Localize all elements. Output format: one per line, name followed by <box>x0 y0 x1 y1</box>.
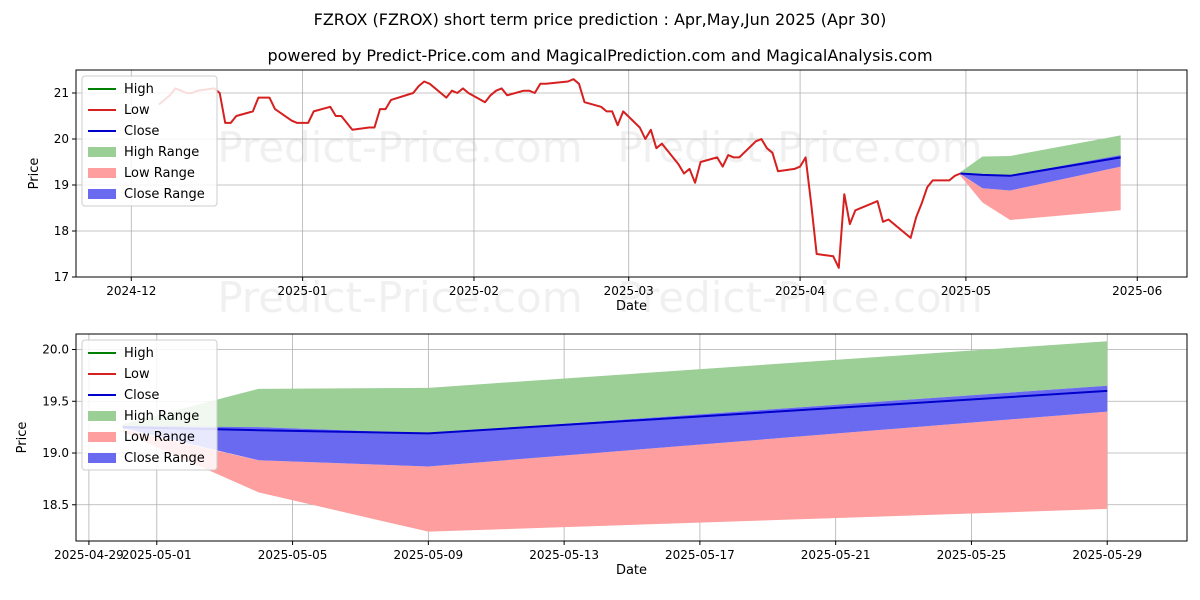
x-tick-label: 2025-04 <box>775 284 825 298</box>
y-tick-label: 20 <box>54 132 69 146</box>
legend-label-high-range: High Range <box>124 409 199 424</box>
legend-swatch-low-range <box>88 432 116 442</box>
chart-panel-2: Predict-Price.comPredict-Price.com2025-0… <box>15 333 1188 578</box>
legend-swatch-close-range <box>88 189 116 199</box>
legend-label-low-range: Low Range <box>124 166 195 181</box>
x-tick-label: 2025-05-13 <box>529 548 599 562</box>
x-tick-label: 2025-05-09 <box>393 548 463 562</box>
x-tick-label: 2025-05-25 <box>937 548 1007 562</box>
y-tick-label: 19.5 <box>42 394 69 408</box>
legend-label-close: Close <box>124 388 159 403</box>
x-tick-label: 2025-05 <box>941 284 991 298</box>
legend: High Low Close High Range Low Range Close Ran… <box>81 339 218 471</box>
high-range-band <box>122 341 1108 434</box>
x-tick-label: 2025-05-17 <box>665 548 735 562</box>
x-tick-label: 2025-05-01 <box>122 548 192 562</box>
x-tick-label: 2025-06 <box>1112 284 1162 298</box>
x-tick-label: 2025-05-05 <box>258 548 328 562</box>
y-tick-label: 18 <box>54 224 69 238</box>
y-axis-label: Price <box>27 158 42 190</box>
x-axis-label: Date <box>616 563 647 578</box>
legend-label-high: High <box>124 82 154 97</box>
axes-frame <box>75 69 1188 278</box>
x-tick-label: 2025-05-21 <box>801 548 871 562</box>
plot-area <box>158 78 1121 269</box>
legend-label-low: Low <box>124 367 150 382</box>
legend-swatch-low-range <box>88 168 116 178</box>
watermark-text: Predict-Price.com <box>617 273 982 322</box>
legend-label-low-range: Low Range <box>124 430 195 445</box>
x-tick-label: 2025-04-29 <box>54 548 124 562</box>
legend: High Low Close High Range Low Range Close Ran… <box>81 75 218 207</box>
low-range-band <box>122 411 1108 532</box>
chart-subtitle: powered by Predict-Price.com and Magical… <box>267 46 933 65</box>
y-tick-label: 21 <box>54 86 69 100</box>
legend-label-low: Low <box>124 103 150 118</box>
low-series-line <box>158 78 961 269</box>
x-tick-label: 2025-01 <box>278 284 328 298</box>
high-range-band <box>960 135 1121 176</box>
low-range-band <box>960 166 1121 220</box>
legend-label-close: Close <box>124 124 159 139</box>
y-tick-label: 17 <box>54 270 69 284</box>
legend-label-close-range: Close Range <box>124 187 205 202</box>
x-tick-label: 2024-12 <box>106 284 156 298</box>
close-series-line <box>960 156 1121 177</box>
legend-label-high: High <box>124 346 154 361</box>
x-tick-label: 2025-05-29 <box>1072 548 1142 562</box>
y-tick-label: 19.0 <box>42 446 69 460</box>
legend-label-high-range: High Range <box>124 145 199 160</box>
x-axis-label: Date <box>616 299 647 314</box>
legend-swatch-high-range <box>88 411 116 421</box>
chart-panel-1: Predict-Price.com Predict-Price.com Predic… <box>27 69 1188 322</box>
y-tick-label: 18.5 <box>42 498 69 512</box>
chart-title: FZROX (FZROX) short term price predictio… <box>313 10 887 29</box>
x-tick-label: 2025-02 <box>449 284 499 298</box>
y-axis-label: Price <box>15 422 30 454</box>
y-tick-label: 20.0 <box>42 343 69 357</box>
y-tick-label: 19 <box>54 178 69 192</box>
axes-frame <box>75 333 1188 542</box>
legend-swatch-high-range <box>88 147 116 157</box>
watermark-text: Predict-Price.com <box>217 123 582 172</box>
x-tick-label: 2025-03 <box>604 284 654 298</box>
watermark-text: Predict-Price.com <box>217 273 582 322</box>
legend-swatch-close-range <box>88 453 116 463</box>
legend-label-close-range: Close Range <box>124 451 205 466</box>
plot-area <box>122 341 1108 532</box>
